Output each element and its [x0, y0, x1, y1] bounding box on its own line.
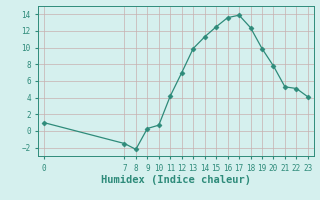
X-axis label: Humidex (Indice chaleur): Humidex (Indice chaleur)	[101, 175, 251, 185]
